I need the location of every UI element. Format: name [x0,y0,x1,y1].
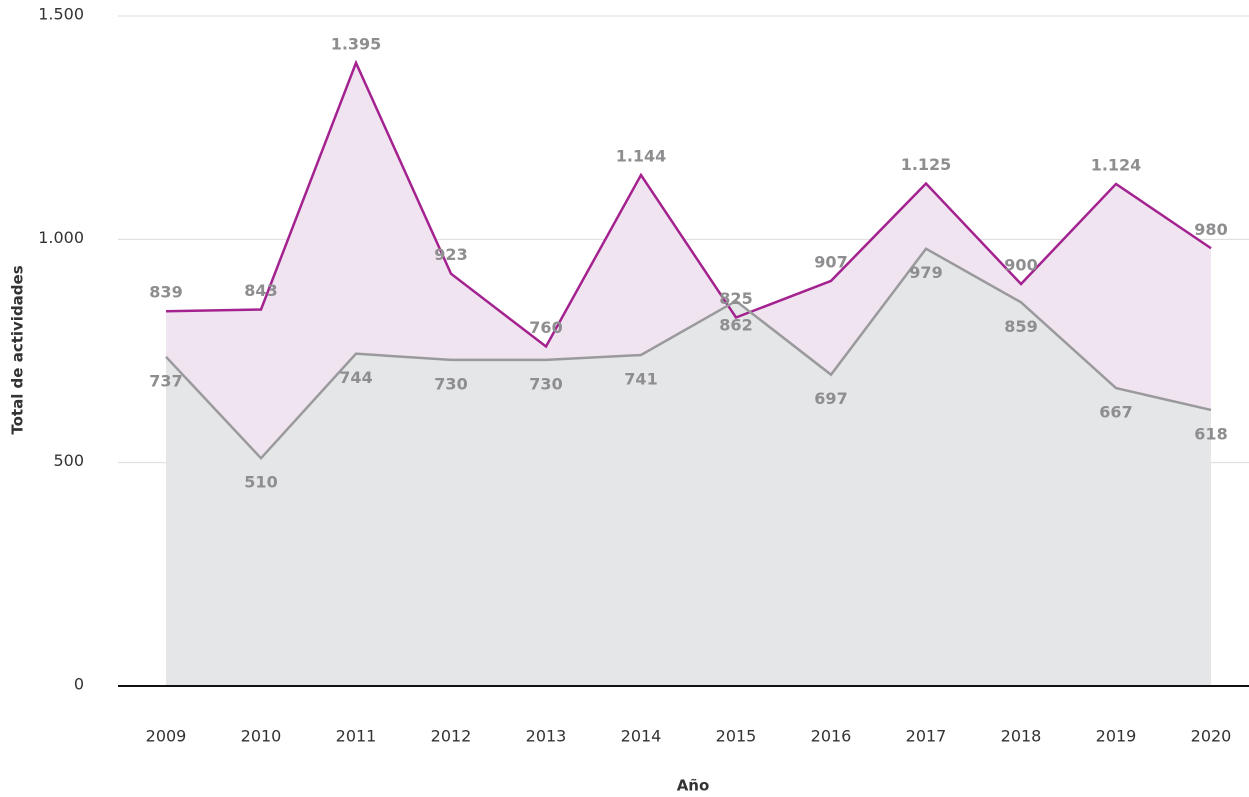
x-tick-label: 2017 [906,727,947,746]
y-tick-label: 0 [74,675,84,694]
x-tick-label: 2019 [1096,727,1137,746]
data-label: 730 [529,374,562,393]
data-label: 1.124 [1091,155,1142,174]
x-tick-label: 2014 [621,727,662,746]
data-label: 618 [1194,424,1227,443]
data-label: 980 [1194,220,1227,239]
data-label: 667 [1099,403,1132,422]
x-tick-label: 2011 [336,727,377,746]
x-axis-title: Año [677,777,710,795]
x-tick-label: 2016 [811,727,852,746]
y-axis-title: Total de actividades [9,265,27,434]
x-tick-label: 2018 [1001,727,1042,746]
area-fill [166,248,1211,687]
data-label: 744 [339,368,372,387]
data-label: 923 [434,245,467,264]
data-label: 697 [814,389,847,408]
x-tick-label: 2009 [146,727,187,746]
data-label: 839 [149,283,182,302]
data-label: 1.144 [616,147,667,166]
line [165,59,1212,349]
data-label: 859 [1004,317,1037,336]
data-label: 730 [434,374,467,393]
data-label: 1.395 [331,34,382,53]
y-tick-label: 1.500 [38,5,84,24]
data-label: 510 [244,473,277,492]
x-tick-label: 2013 [526,727,567,746]
line [165,247,1212,461]
y-tick-label: 1.000 [38,228,84,247]
data-label: 907 [814,252,847,271]
data-label: 843 [244,281,277,300]
x-tick-label: 2020 [1191,727,1232,746]
x-tick-label: 2015 [716,727,757,746]
data-label: 741 [624,370,657,389]
data-label: 862 [719,315,752,334]
data-label: 979 [909,263,942,282]
data-label: 737 [149,371,182,390]
data-label: 760 [529,318,562,337]
data-label: 900 [1004,256,1037,275]
x-tick-label: 2012 [431,727,472,746]
y-tick-label: 500 [53,451,84,470]
data-label: 825 [719,289,752,308]
x-tick-label: 2010 [241,727,282,746]
data-label: 1.125 [901,155,952,174]
